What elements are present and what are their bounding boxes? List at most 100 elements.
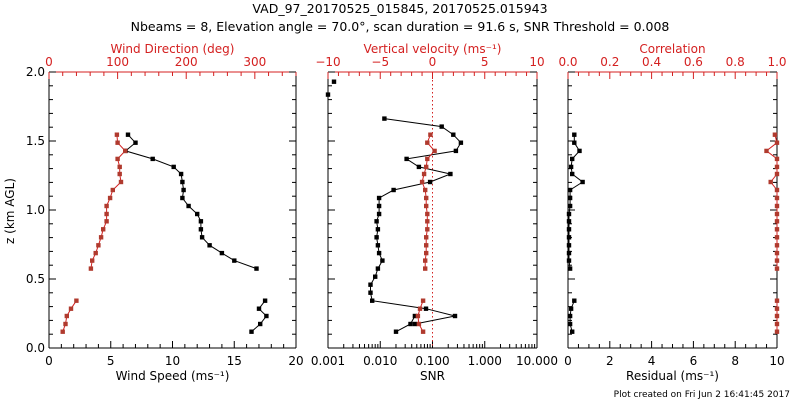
top-tick-label: −10 [315, 55, 340, 69]
data-point [566, 219, 572, 224]
data-point [567, 321, 573, 327]
y-tick-label: 1.0 [26, 203, 45, 217]
data-point [420, 329, 426, 334]
data-point [567, 266, 573, 271]
series-snr [325, 79, 464, 334]
data-point [427, 179, 433, 185]
data-point [64, 313, 69, 319]
data-point [420, 298, 426, 303]
data-point [425, 219, 430, 224]
data-point [424, 195, 429, 201]
top-axis-label: Vertical velocity (ms⁻¹) [364, 42, 502, 56]
data-point [566, 250, 572, 256]
data-point [376, 195, 382, 201]
data-point [774, 203, 780, 209]
top-tick-label: 0.0 [558, 55, 577, 69]
data-point [123, 148, 128, 154]
data-point [416, 321, 422, 327]
data-point [774, 219, 780, 224]
data-point [180, 195, 185, 201]
data-point [88, 266, 94, 271]
top-tick-label: 0.6 [684, 55, 703, 69]
data-point [110, 187, 115, 193]
data-point [451, 132, 456, 137]
panel-residual: 0 2 4 6 8 10 Residual (ms⁻¹) 0.0 0.2 0.4 0.6 0.8 1.0… [558, 42, 786, 383]
x-tick-label: 0.001 [311, 354, 345, 368]
series-vertical-velocity [415, 132, 437, 334]
x-tick-label: 2 [606, 354, 614, 368]
data-point [424, 243, 429, 248]
data-point [254, 266, 259, 271]
x-tick-label: 10 [769, 354, 784, 368]
data-point [428, 132, 433, 137]
data-point [376, 203, 382, 209]
data-point [382, 116, 387, 121]
data-point [425, 227, 430, 232]
data-point [774, 266, 780, 271]
y-axis-label: z (km AGL) [3, 178, 17, 244]
x-tick-label: 20 [288, 354, 303, 368]
data-point [774, 321, 780, 327]
top-tick-label: 0 [429, 55, 437, 69]
data-point [774, 250, 780, 256]
data-point [412, 321, 418, 327]
data-point [104, 203, 109, 209]
data-point [570, 329, 575, 334]
data-point [453, 148, 459, 154]
top-tick-label: 0.8 [726, 55, 745, 69]
x-tick-label: 1.000 [468, 354, 502, 368]
data-point [419, 179, 425, 185]
data-point [115, 156, 120, 162]
data-point [375, 243, 381, 248]
data-point [764, 148, 769, 154]
series-residual [566, 132, 585, 334]
data-point [380, 258, 385, 263]
data-point [68, 306, 74, 311]
data-point [567, 195, 573, 201]
data-point [580, 179, 585, 185]
x-tick-label: 0.010 [363, 354, 397, 368]
data-point [181, 187, 186, 193]
data-point [198, 227, 204, 232]
data-point [774, 164, 780, 170]
series-wind-direction [60, 132, 128, 334]
data-point [577, 148, 582, 154]
data-point [376, 250, 382, 256]
data-point [195, 211, 200, 217]
data-point [90, 258, 95, 263]
data-point [199, 235, 205, 240]
data-point [774, 171, 780, 177]
data-point [566, 211, 572, 217]
top-tick-label: −5 [371, 55, 389, 69]
data-point [374, 219, 379, 224]
y-tick-label: 1.5 [26, 134, 45, 148]
data-point [566, 235, 572, 240]
data-point [60, 329, 65, 334]
data-point [566, 258, 572, 263]
data-point [117, 171, 122, 177]
data-point [566, 243, 572, 248]
y-tick-label: 0.0 [26, 341, 45, 355]
data-point [375, 227, 381, 232]
data-point [325, 92, 331, 97]
x-tick-label: 10.000 [516, 354, 558, 368]
x-tick-label: 6 [690, 354, 698, 368]
data-point [424, 250, 429, 256]
data-point [207, 243, 212, 248]
data-point [568, 306, 574, 311]
top-tick-label: 300 [243, 55, 266, 69]
data-point [370, 298, 375, 303]
data-point [570, 156, 575, 162]
series-line [251, 300, 268, 333]
figure-title-line1: VAD_97_20170525_015845, 20170525.015943 [252, 1, 547, 16]
data-point [572, 298, 577, 303]
data-point [115, 140, 120, 145]
x-axis-label: Residual (ms⁻¹) [626, 369, 719, 383]
data-point [408, 321, 413, 327]
series-line [370, 118, 462, 325]
data-point [774, 243, 780, 248]
top-axis-label: Correlation [639, 42, 705, 56]
data-point [774, 156, 780, 162]
